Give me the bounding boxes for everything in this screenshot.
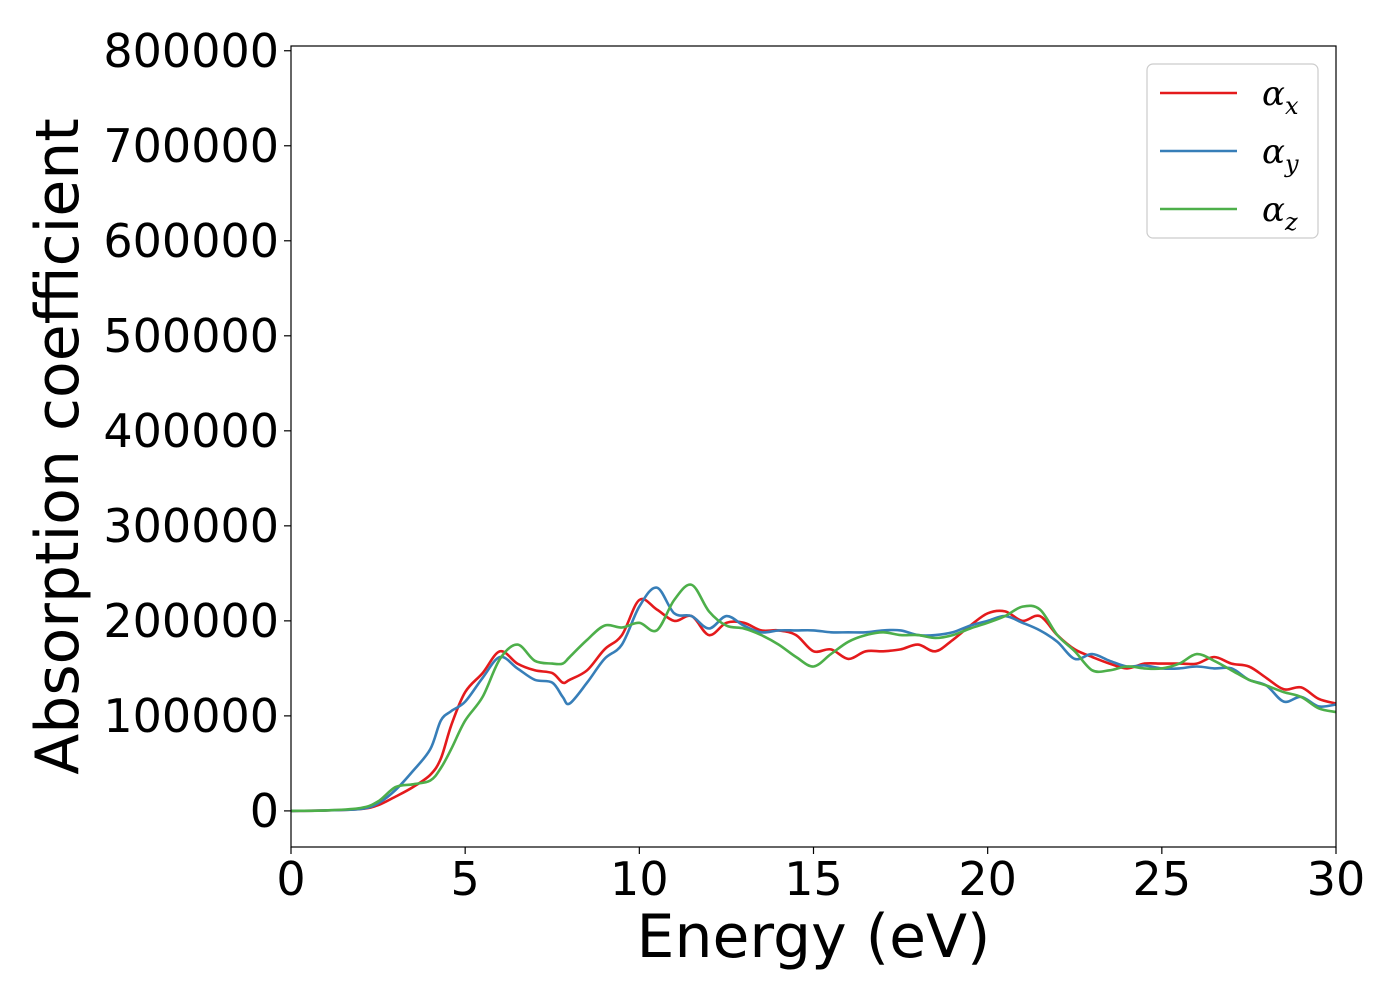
y-tick-label: 800000 xyxy=(103,24,279,78)
series-line-x xyxy=(290,597,1337,813)
series-layer xyxy=(290,583,1337,813)
legend: αx αy αz xyxy=(1146,63,1319,239)
series-line-z xyxy=(290,583,1337,813)
legend-label-y: αy xyxy=(1262,132,1299,178)
y-tick-label: 700000 xyxy=(103,119,279,173)
y-axis-title: Absorption coefficient xyxy=(23,118,93,775)
x-axis-title: Energy (eV) xyxy=(637,902,991,972)
x-tick-label: 0 xyxy=(276,852,305,906)
x-tick-label: 10 xyxy=(610,852,669,906)
x-tick-label: 25 xyxy=(1133,852,1192,906)
ticks-layer: 0 5 10 15 20 25 30 0 100000 200000 300000 400000 500… xyxy=(103,24,1365,906)
x-tick-label: 30 xyxy=(1307,852,1366,906)
y-tick-label: 400000 xyxy=(103,404,279,458)
y-tick-label: 100000 xyxy=(103,689,279,743)
legend-label-x: αx xyxy=(1262,74,1299,120)
y-tick-label: 500000 xyxy=(103,309,279,363)
y-tick-label: 300000 xyxy=(103,499,279,553)
legend-label-z: αz xyxy=(1262,190,1298,236)
x-tick-label: 15 xyxy=(784,852,843,906)
x-tick-label: 5 xyxy=(451,852,480,906)
y-tick-label: 600000 xyxy=(103,214,279,268)
y-tick-label: 200000 xyxy=(103,594,279,648)
y-tick-label: 0 xyxy=(250,784,279,838)
x-tick-label: 20 xyxy=(958,852,1017,906)
